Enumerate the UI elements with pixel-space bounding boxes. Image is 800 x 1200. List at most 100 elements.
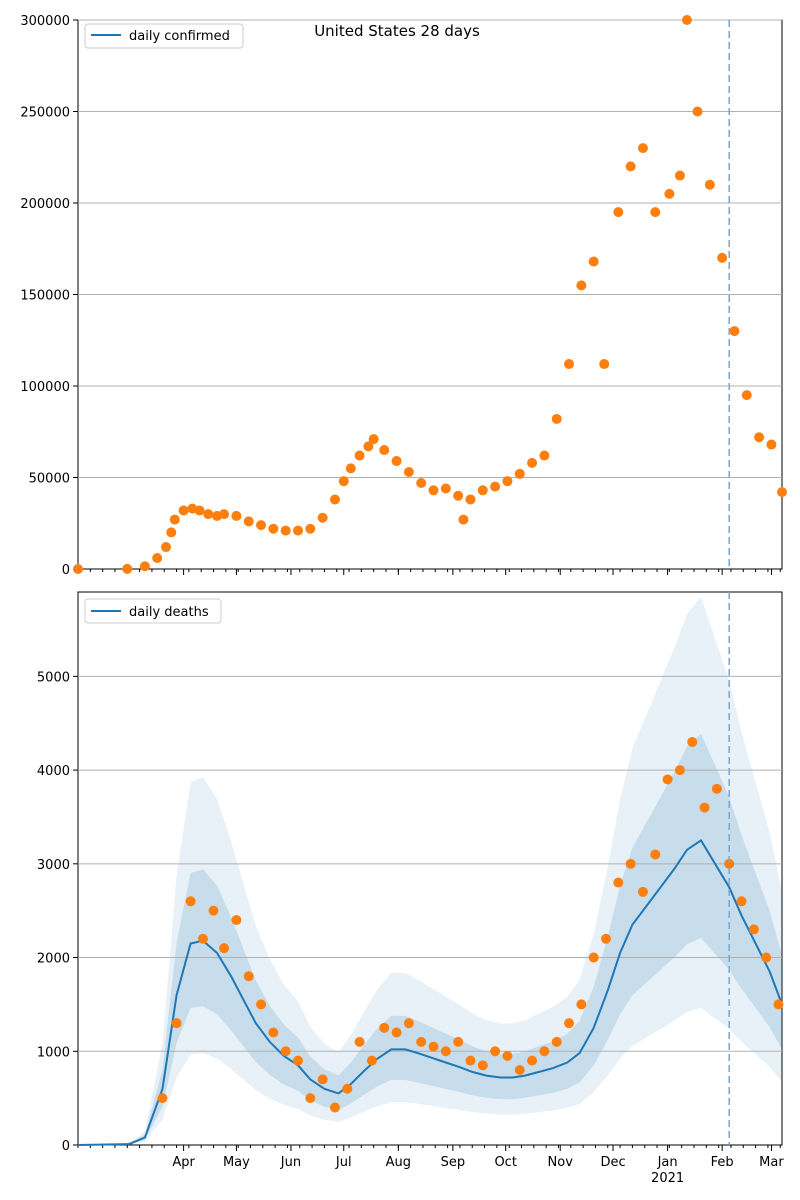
deaths-axes xyxy=(77,591,783,1146)
deaths-y-tick-label: 5000 xyxy=(37,670,70,685)
deaths-point xyxy=(416,1036,427,1047)
deaths-point xyxy=(699,802,710,813)
deaths-y-ticks: 0 1000 2000 3000 4000 5000 xyxy=(37,670,78,1154)
confirmed-point xyxy=(178,505,189,516)
confirmed-point xyxy=(674,170,685,181)
confirmed-point xyxy=(219,509,230,520)
deaths-band-95 xyxy=(78,596,782,1145)
confirmed-point xyxy=(231,510,242,521)
confirmed-point xyxy=(599,359,610,370)
deaths-point xyxy=(687,736,698,747)
deaths-point xyxy=(391,1027,402,1038)
confirmed-point xyxy=(717,252,728,263)
deaths-point xyxy=(453,1036,464,1047)
confirmed-point xyxy=(766,439,777,450)
confirmed-point xyxy=(625,161,636,172)
deaths-point xyxy=(231,915,242,926)
deaths-x-tick-label: Dec xyxy=(600,1155,625,1170)
confirmed-point xyxy=(681,15,692,25)
deaths-x-tick-label: Oct xyxy=(494,1155,516,1170)
confirmed-point xyxy=(161,542,171,553)
confirmed-point xyxy=(139,561,150,572)
deaths-point xyxy=(185,896,196,907)
confirmed-point xyxy=(152,553,163,564)
confirmed-y-tick-label: 50000 xyxy=(29,472,70,487)
confirmed-point xyxy=(363,441,374,452)
confirmed-point xyxy=(613,207,624,218)
deaths-point xyxy=(748,924,759,935)
confirmed-point xyxy=(490,481,501,492)
confirmed-legend: daily confirmed xyxy=(84,23,244,49)
deaths-point xyxy=(551,1036,562,1047)
confirmed-point xyxy=(166,527,177,538)
confirmed-point xyxy=(194,505,205,516)
deaths-point xyxy=(761,952,772,963)
deaths-grid xyxy=(78,675,782,1052)
deaths-point xyxy=(354,1036,365,1047)
deaths-point xyxy=(588,952,599,963)
confirmed-point xyxy=(305,523,316,534)
confirmed-y-tick-label: 150000 xyxy=(20,289,70,304)
confirmed-y-tick-label: 250000 xyxy=(20,106,70,121)
confirmed-point xyxy=(317,512,328,523)
deaths-y-tick-label: 4000 xyxy=(37,764,70,779)
chart-title: United States 28 days xyxy=(314,22,480,40)
confirmed-point xyxy=(576,280,587,291)
confirmed-point xyxy=(729,326,740,337)
confirmed-point xyxy=(268,523,279,534)
deaths-point xyxy=(465,1055,476,1066)
deaths-point xyxy=(440,1046,451,1057)
deaths-point xyxy=(157,1093,168,1104)
deaths-point xyxy=(366,1055,377,1066)
deaths-panel: 0 1000 2000 3000 4000 5000 Apr May Jun Jul Aug Sep… xyxy=(37,591,784,1186)
deaths-y-tick-label: 0 xyxy=(62,1139,70,1154)
deaths-x-tick-label: Aug xyxy=(386,1155,411,1170)
deaths-point xyxy=(256,999,267,1010)
confirmed-point xyxy=(169,514,180,525)
legend-daily-confirmed: daily confirmed xyxy=(129,29,230,44)
confirmed-point xyxy=(704,179,715,190)
deaths-point xyxy=(625,858,636,869)
deaths-x-tick-label: Sep xyxy=(441,1155,466,1170)
deaths-point xyxy=(736,896,747,907)
confirmed-point xyxy=(256,520,267,531)
deaths-point xyxy=(171,1018,182,1029)
deaths-point xyxy=(773,999,784,1010)
confirmed-y-tick-label: 0 xyxy=(62,563,70,578)
deaths-point xyxy=(724,858,735,869)
deaths-point xyxy=(662,774,673,785)
confirmed-point xyxy=(588,256,599,267)
deaths-point xyxy=(711,783,722,794)
deaths-point xyxy=(490,1046,501,1057)
confirmed-point xyxy=(379,445,390,456)
deaths-point xyxy=(637,886,648,897)
confirmed-point xyxy=(428,485,439,496)
deaths-x-tick-label: Apr xyxy=(172,1155,195,1170)
confirmed-point xyxy=(777,487,787,498)
deaths-point xyxy=(539,1046,550,1057)
confirmed-point xyxy=(453,490,464,501)
deaths-point xyxy=(243,971,254,982)
confirmed-y-tick-label: 300000 xyxy=(20,14,70,29)
deaths-point xyxy=(219,943,230,954)
deaths-points xyxy=(157,736,784,1113)
confirmed-point xyxy=(440,483,451,494)
deaths-point xyxy=(514,1065,525,1076)
deaths-point xyxy=(342,1083,353,1094)
confirmed-point xyxy=(416,477,427,488)
deaths-x-year-label: 2021 xyxy=(651,1171,684,1186)
confirmed-y-tick-label: 200000 xyxy=(20,197,70,212)
deaths-point xyxy=(527,1055,538,1066)
confirmed-point xyxy=(664,188,675,199)
confirmed-x-ticks xyxy=(77,569,781,575)
deaths-point xyxy=(329,1102,340,1113)
deaths-x-tick-label: Jun xyxy=(280,1155,301,1170)
deaths-line xyxy=(77,838,783,1146)
deaths-x-tick-label: Jan xyxy=(657,1155,678,1170)
deaths-point xyxy=(379,1022,390,1033)
confirmed-point xyxy=(280,525,291,536)
confirmed-point xyxy=(391,456,402,467)
deaths-point xyxy=(280,1046,291,1057)
confirmed-point xyxy=(354,450,365,461)
deaths-x-tick-label: Jul xyxy=(335,1155,352,1170)
